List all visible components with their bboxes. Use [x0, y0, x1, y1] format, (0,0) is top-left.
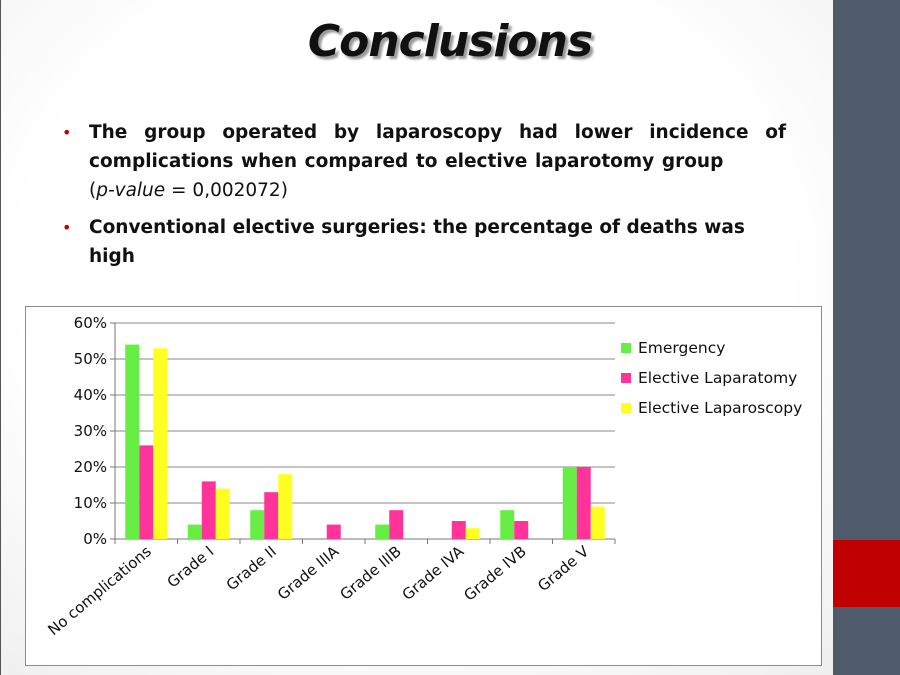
bar [576, 467, 591, 539]
chart-container: 0% 10% 20% 30% 40% 50% 60% No complications Grad… [25, 306, 822, 666]
x-category-label: Grade IIIB [337, 542, 405, 603]
x-category-label: Grade II [223, 542, 280, 594]
bar [500, 510, 515, 539]
x-category-label: Grade IVA [399, 542, 468, 604]
legend-swatch [621, 403, 631, 413]
y-tick-label: 10% [74, 494, 107, 512]
y-tick-label: 0% [83, 530, 107, 548]
x-category-label: Grade IVB [460, 542, 529, 604]
bar [451, 521, 466, 539]
bar [389, 510, 404, 539]
bar [278, 474, 293, 539]
bullet-2-text: Conventional elective surgeries: the per… [89, 217, 745, 267]
bullet-1-paren: ( [89, 180, 97, 201]
y-tick-label: 60% [74, 314, 107, 332]
y-tick-label: 20% [74, 458, 107, 476]
legend-swatch [621, 373, 631, 383]
x-category-label: Grade IIIA [274, 542, 343, 604]
legend-label: Elective Laparoscopy [638, 399, 802, 417]
bar-chart: 0%10%20%30%40%50%60%No complications Grad… [44, 314, 802, 639]
bullet-item-2: • Conventional elective surgeries: the p… [62, 213, 786, 271]
bar [514, 521, 529, 539]
bar [139, 445, 154, 539]
bar [187, 524, 202, 539]
bar [465, 528, 480, 539]
bar [590, 506, 605, 539]
bar [562, 467, 577, 539]
bar [201, 481, 216, 539]
bar [153, 348, 168, 539]
bar [326, 524, 341, 539]
bar [125, 344, 140, 539]
x-category-label: Grade I [164, 542, 218, 591]
legend-label: Elective Laparatomy [638, 369, 797, 387]
bullet-dot-icon: • [62, 218, 72, 237]
y-tick-label: 50% [74, 350, 107, 368]
bullet-item-1: • The group operated by laparoscopy had … [62, 118, 786, 205]
bullet-1-pvalue-label: p-value [96, 180, 166, 201]
bullet-list: • The group operated by laparoscopy had … [62, 118, 786, 271]
bar [250, 510, 265, 539]
slide-left-edge [0, 0, 1, 675]
legend-label: Emergency [638, 339, 725, 357]
y-tick-label: 30% [74, 422, 107, 440]
decorative-red-block [833, 540, 900, 607]
bar [264, 492, 279, 539]
x-category-label: No complications [44, 542, 155, 639]
legend-swatch [621, 343, 631, 353]
bullet-1-text: The group operated by laparoscopy had lo… [89, 122, 786, 172]
bullet-1-pvalue: = 0,002072) [165, 180, 288, 201]
bar [375, 524, 390, 539]
bar [215, 488, 230, 539]
bullet-dot-icon: • [62, 123, 72, 142]
y-tick-label: 40% [74, 386, 107, 404]
slide-title: Conclusions [307, 16, 593, 67]
x-category-label: Grade V [534, 542, 593, 595]
